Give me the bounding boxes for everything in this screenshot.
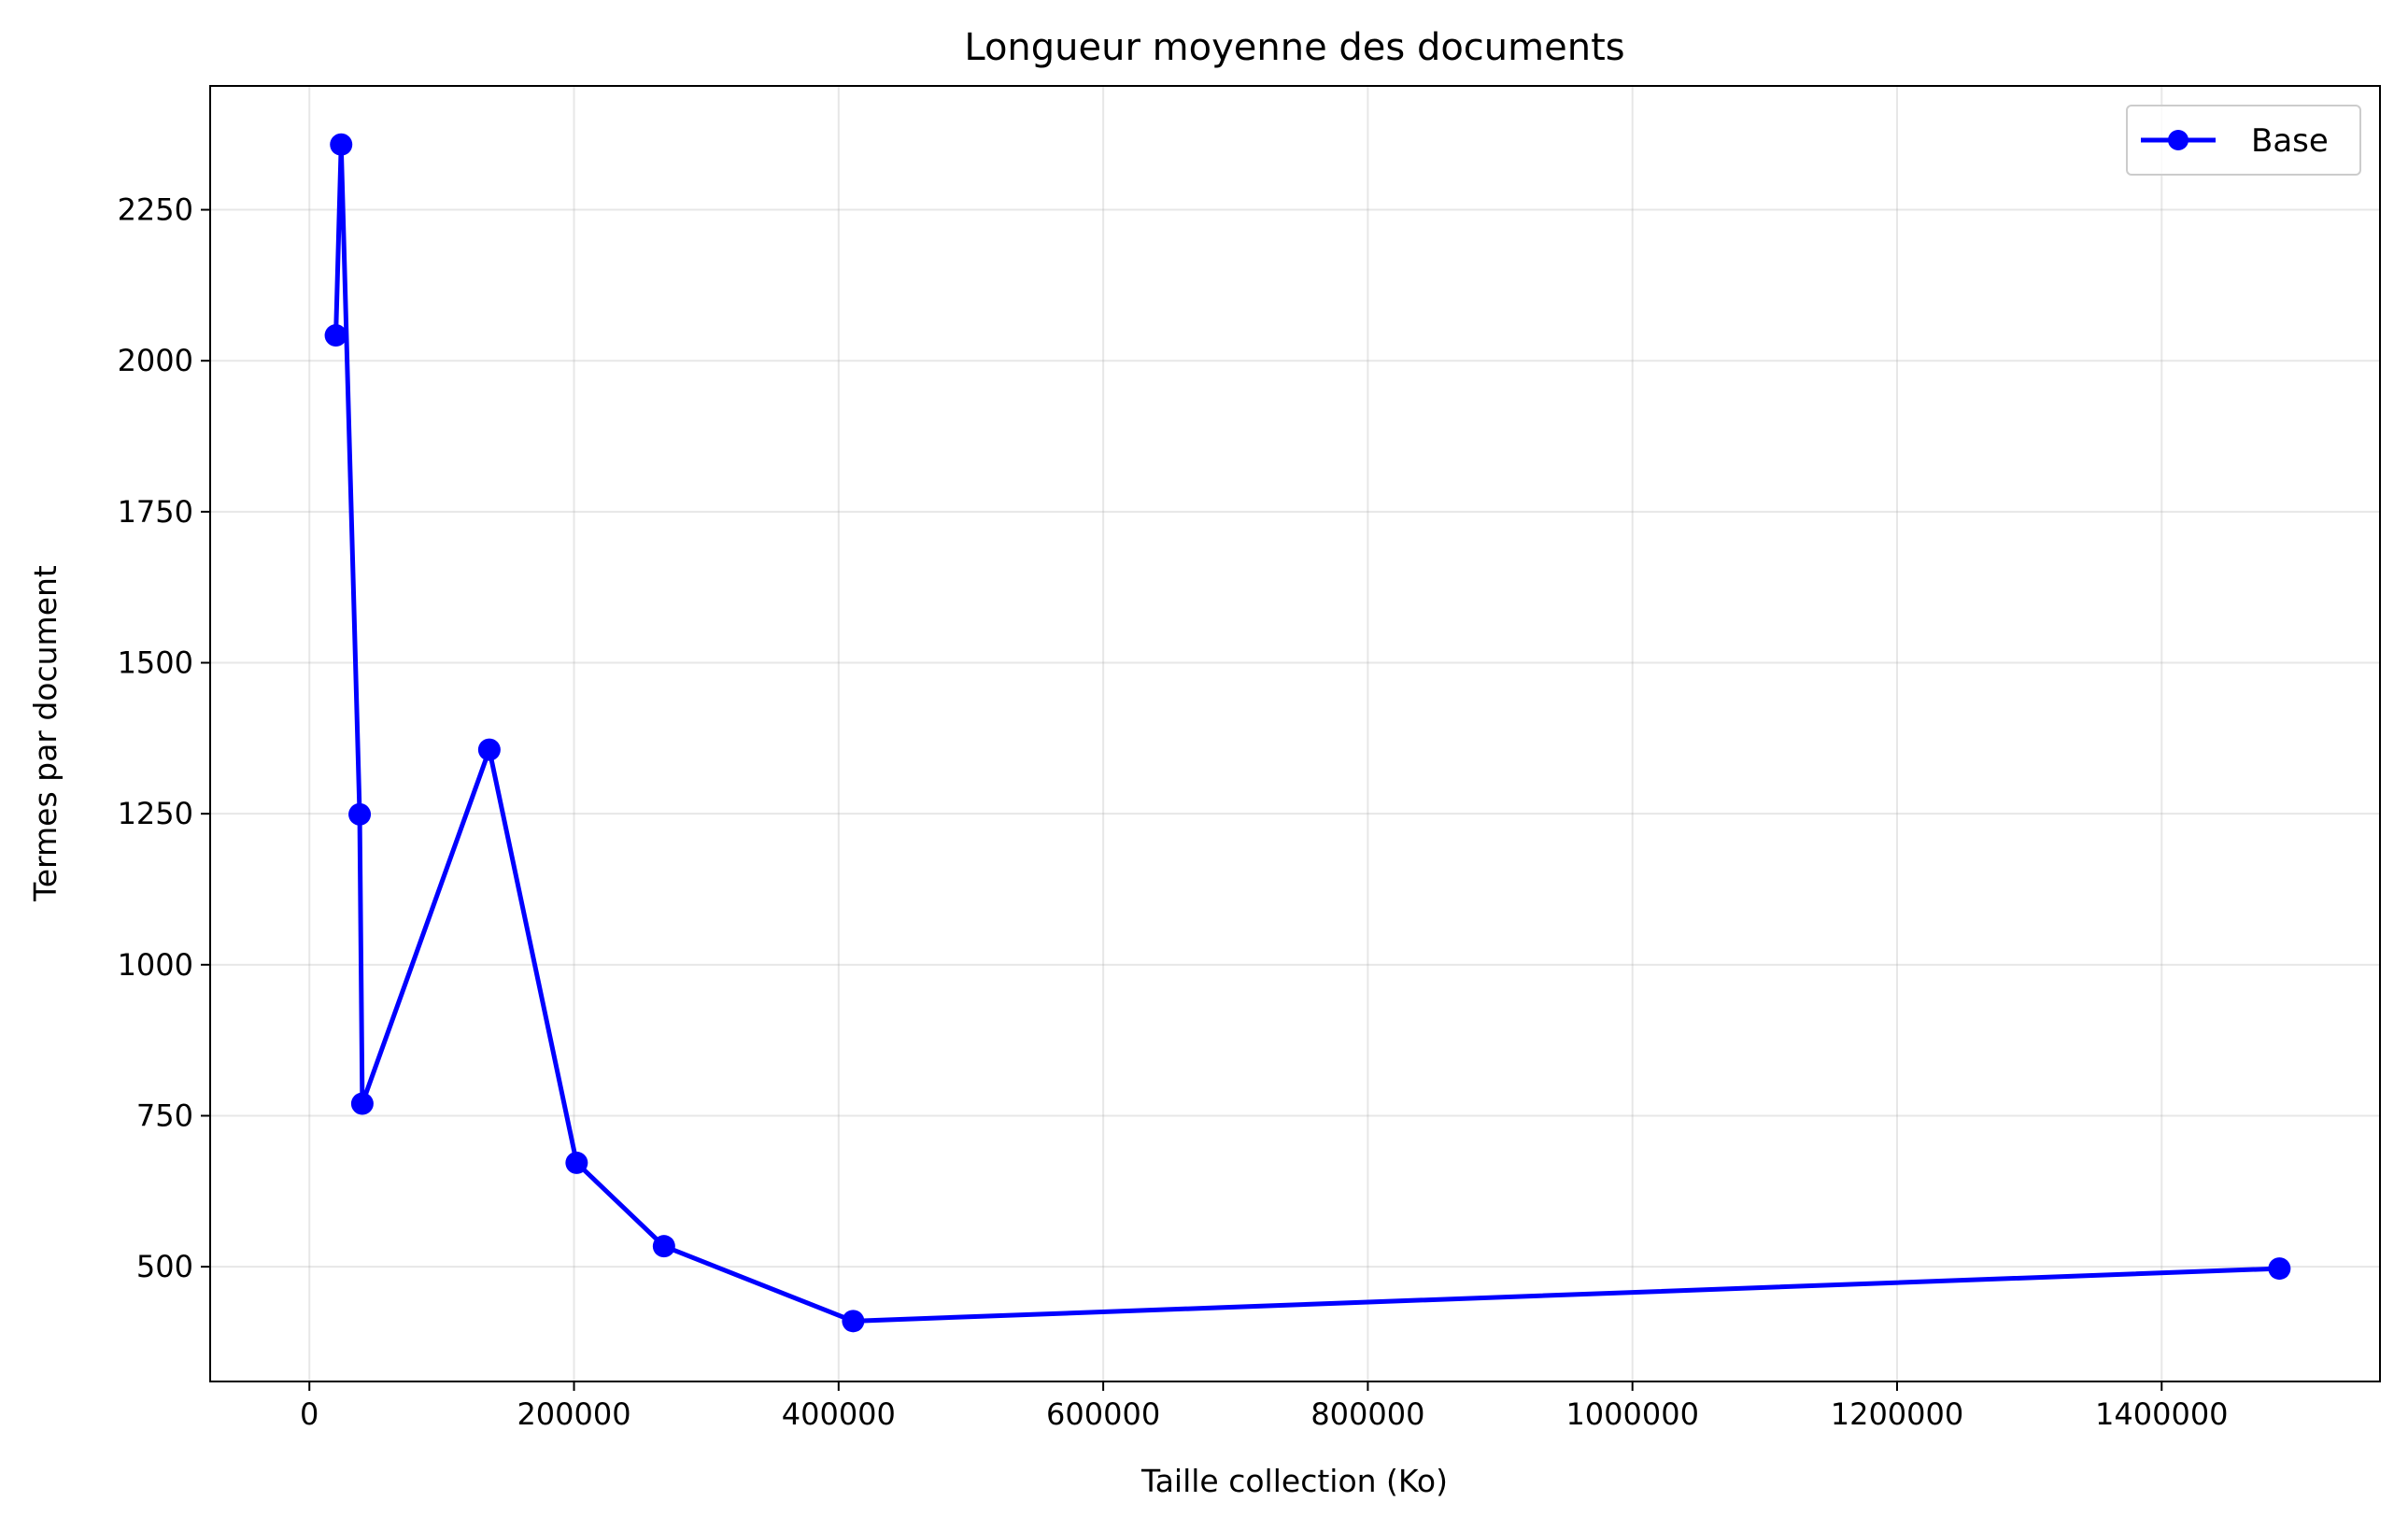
y-tick-label: 1000: [118, 947, 193, 983]
y-tick-label: 500: [136, 1249, 193, 1284]
x-tick-label: 1400000: [2095, 1396, 2229, 1432]
legend-label-base: Base: [2251, 122, 2329, 160]
y-tick-label: 750: [136, 1098, 193, 1133]
y-tick-label: 1500: [118, 645, 193, 681]
data-point: [324, 324, 347, 347]
y-tick-label: 1750: [118, 494, 193, 530]
x-tick-label: 400000: [782, 1396, 896, 1432]
chart-title: Longueur moyenne des documents: [964, 26, 1624, 69]
y-tick-label: 2250: [118, 192, 193, 228]
y-axis-label: Termes par document: [27, 565, 64, 902]
legend-box: [2126, 105, 2361, 176]
data-point: [652, 1235, 675, 1258]
plot-area: [324, 133, 2291, 1333]
y-axis: 500 750 1000 1250 1500 1750 2000 2250: [118, 192, 210, 1284]
data-point: [477, 738, 501, 761]
plot-frame: [209, 85, 2381, 1382]
legend: Base: [2126, 105, 2361, 176]
x-tick-label: 1200000: [1831, 1396, 1964, 1432]
data-point: [350, 1092, 374, 1115]
y-tick-label: 1250: [118, 796, 193, 831]
data-point: [842, 1310, 865, 1333]
data-point: [348, 802, 372, 826]
x-tick-label: 1000000: [1565, 1396, 1699, 1432]
x-axis: 0 200000 400000 600000 800000 1000000 1200000 1…: [300, 1381, 2229, 1432]
grid: [210, 86, 2380, 1381]
x-axis-label: Taille collection (Ko): [1140, 1463, 1448, 1499]
data-point: [330, 133, 353, 156]
data-point: [565, 1151, 588, 1174]
x-tick-label: 200000: [517, 1396, 630, 1432]
legend-marker: [2168, 130, 2188, 150]
x-tick-label: 0: [300, 1396, 319, 1432]
x-tick-label: 800000: [1310, 1396, 1424, 1432]
data-point: [2268, 1257, 2291, 1281]
x-tick-label: 600000: [1046, 1396, 1160, 1432]
y-tick-label: 2000: [118, 343, 193, 378]
